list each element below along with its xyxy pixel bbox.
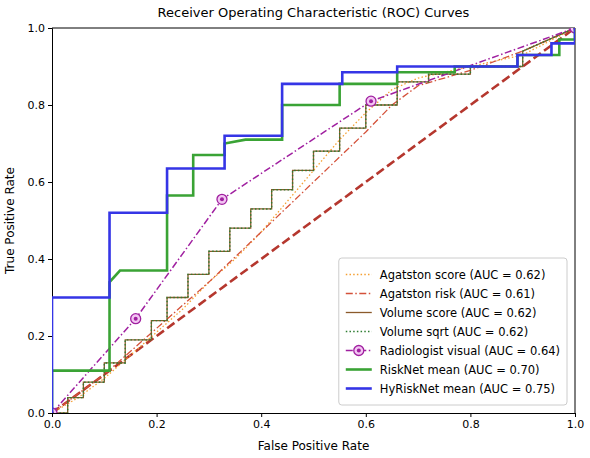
frame — [575, 28, 576, 413]
legend: Agatston score (AUC = 0.62) Agatston risk… — [339, 258, 567, 405]
tick-label: 0.6 — [358, 418, 376, 431]
marker-ring — [217, 194, 227, 204]
legend-item: HyRiskNet mean (AUC = 0.75) — [346, 382, 555, 396]
legend-label: Agatston score (AUC = 0.62) — [380, 268, 546, 282]
tick-mark — [575, 413, 576, 417]
marker-ring — [366, 96, 376, 106]
tick: 0.0 — [28, 407, 53, 420]
tick: 0.6 — [28, 176, 53, 189]
tick-mark — [48, 105, 52, 106]
series-line — [52, 28, 575, 413]
legend-item: Volume score (AUC = 0.62) — [346, 306, 537, 320]
marker-dot — [369, 99, 373, 103]
legend-swatch — [346, 312, 372, 313]
y-axis-title: True Positive Rate — [3, 167, 17, 275]
tick: 0.4 — [28, 253, 53, 266]
series-line — [52, 28, 575, 413]
marker — [217, 194, 227, 204]
series-line — [52, 28, 575, 413]
tick: 0.4 — [253, 413, 271, 431]
series-line — [52, 28, 575, 413]
tick: 1.0 — [28, 22, 53, 35]
legend-item: Agatston score (AUC = 0.62) — [346, 268, 546, 282]
legend-label: Agatston risk (AUC = 0.61) — [380, 287, 535, 301]
tick-mark — [261, 413, 262, 417]
tick-label: 0.0 — [44, 418, 62, 431]
tick-label: 0.8 — [28, 99, 46, 112]
marker — [131, 314, 141, 324]
legend-marker-dot — [357, 349, 361, 353]
legend-label: HyRiskNet mean (AUC = 0.75) — [380, 382, 555, 396]
tick-label: 1.0 — [567, 418, 585, 431]
marker-dot — [220, 197, 224, 201]
legend-label: Volume sqrt (AUC = 0.62) — [380, 325, 528, 339]
x-axis: 0.0 0.2 0.4 0.6 0.8 1.0 — [44, 413, 585, 431]
legend-item: RiskNet mean (AUC = 0.70) — [346, 363, 540, 377]
legend-label: Radiologist visual (AUC = 0.64) — [380, 344, 560, 358]
tick: 0.6 — [358, 413, 376, 431]
legend-swatch — [346, 331, 372, 332]
tick-mark — [48, 259, 52, 260]
tick: 1.0 — [567, 413, 585, 431]
tick: 0.2 — [28, 330, 53, 343]
axis-line — [53, 414, 576, 418]
legend-item: Radiologist visual (AUC = 0.64) — [346, 344, 560, 358]
tick-label: 0.2 — [28, 330, 46, 343]
tick-label: 1.0 — [28, 22, 46, 35]
tick-label: 0.2 — [148, 418, 166, 431]
legend-swatch — [346, 293, 372, 294]
tick-mark — [48, 336, 52, 337]
tick: 0.0 — [44, 413, 62, 431]
tick-mark — [157, 413, 158, 417]
series-line — [52, 28, 575, 413]
legend-item: Volume sqrt (AUC = 0.62) — [346, 325, 528, 339]
marker-dot — [134, 317, 138, 321]
frame — [52, 28, 575, 29]
series-line — [52, 28, 575, 413]
legend-swatch — [346, 274, 372, 275]
legend-label: Volume score (AUC = 0.62) — [380, 306, 537, 320]
legend-item: Agatston risk (AUC = 0.61) — [346, 287, 535, 301]
tick-label: 0.8 — [462, 418, 480, 431]
axis-line — [48, 29, 53, 414]
tick: 0.2 — [148, 413, 166, 431]
data-area — [52, 28, 575, 413]
legend-marker — [354, 346, 364, 356]
marker-ring — [131, 314, 141, 324]
tick: 0.8 — [462, 413, 480, 431]
legend-swatch — [346, 387, 372, 390]
title: Receiver Operating Characteristic (ROC) … — [158, 5, 470, 20]
series-line — [52, 28, 575, 413]
tick: 0.8 — [28, 99, 53, 112]
chart: 0.00.20.40.60.81.00.00.20.40.60.81.0Agat… — [0, 0, 590, 458]
y-axis: 0.0 0.2 0.4 0.6 0.8 1.0 — [28, 22, 53, 420]
tick-label: 0.6 — [28, 176, 46, 189]
series-line — [52, 28, 575, 413]
tick-mark — [366, 413, 367, 417]
tick-mark — [48, 28, 52, 29]
tick-mark — [48, 182, 52, 183]
tick-label: 0.4 — [28, 253, 46, 266]
tick-label: 0.4 — [253, 418, 271, 431]
tick-mark — [48, 413, 52, 414]
marker — [366, 96, 376, 106]
legend-box — [339, 258, 567, 405]
tick-mark — [470, 413, 471, 417]
x-axis-title: False Positive Rate — [258, 439, 370, 453]
legend-swatch — [346, 368, 372, 371]
plot: 0.00.20.40.60.81.00.00.20.40.60.81.0Agat… — [28, 22, 585, 431]
tick-label: 0.0 — [28, 407, 46, 420]
legend-label: RiskNet mean (AUC = 0.70) — [380, 363, 540, 377]
